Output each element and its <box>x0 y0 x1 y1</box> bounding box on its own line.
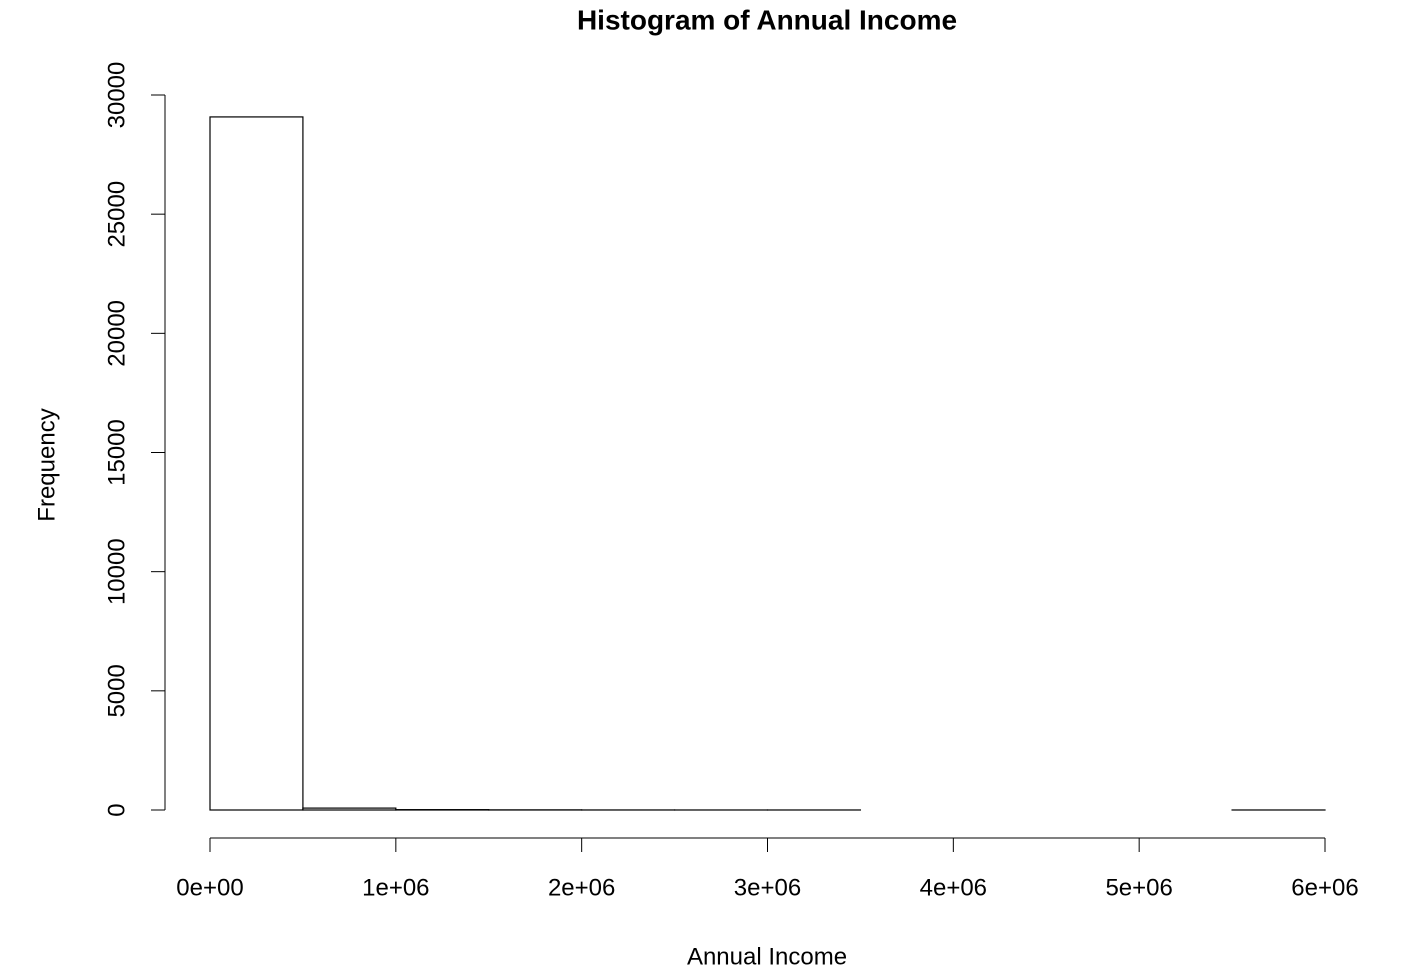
histogram-bar <box>302 807 397 811</box>
y-axis-label: Frequency <box>33 408 60 521</box>
y-tick-label: 15000 <box>103 419 130 486</box>
y-tick-label: 25000 <box>103 181 130 248</box>
x-tick-label: 0e+00 <box>176 874 243 901</box>
chart-title: Histogram of Annual Income <box>577 4 957 35</box>
x-tick-label: 6e+06 <box>1291 874 1358 901</box>
y-tick-label: 0 <box>103 803 130 816</box>
x-tick-label: 2e+06 <box>548 874 615 901</box>
y-tick-label: 10000 <box>103 538 130 605</box>
x-tick-label: 3e+06 <box>734 874 801 901</box>
x-axis-label: Annual Income <box>687 943 847 970</box>
y-tick-label: 30000 <box>103 62 130 129</box>
y-tick-label: 5000 <box>103 664 130 717</box>
x-tick-label: 1e+06 <box>362 874 429 901</box>
histogram-bar <box>209 116 304 811</box>
y-tick-label: 20000 <box>103 300 130 367</box>
x-tick-label: 5e+06 <box>1105 874 1172 901</box>
x-tick-label: 4e+06 <box>920 874 987 901</box>
